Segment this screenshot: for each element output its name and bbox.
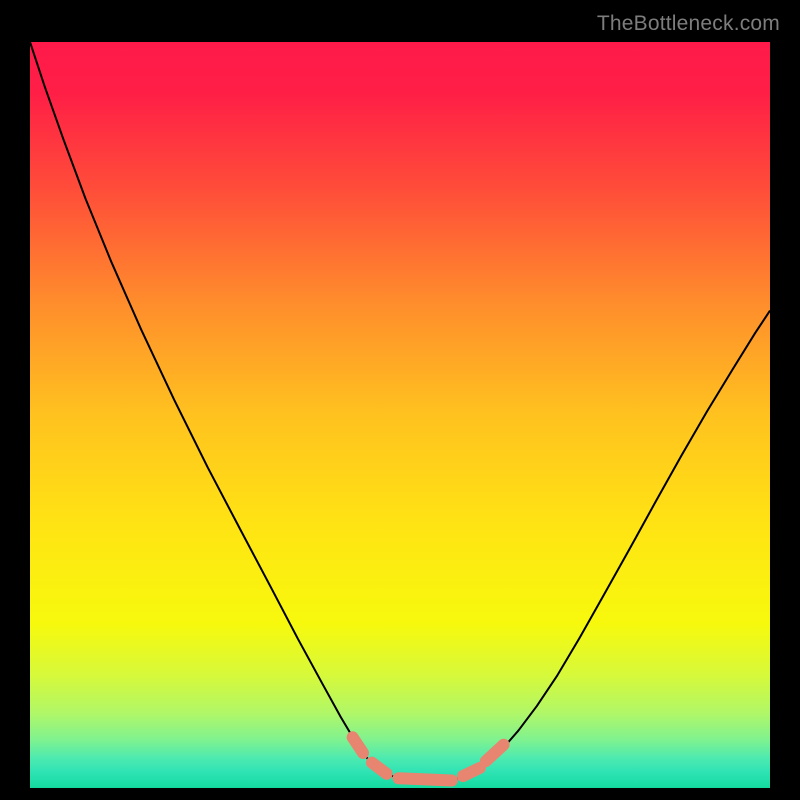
plot-gradient-area	[30, 42, 770, 788]
watermark-text: TheBottleneck.com	[597, 12, 780, 36]
accent-segment	[463, 768, 480, 776]
accent-segment	[399, 778, 452, 780]
bottleneck-chart	[0, 0, 800, 800]
chart-container: TheBottleneck.com	[0, 0, 800, 800]
